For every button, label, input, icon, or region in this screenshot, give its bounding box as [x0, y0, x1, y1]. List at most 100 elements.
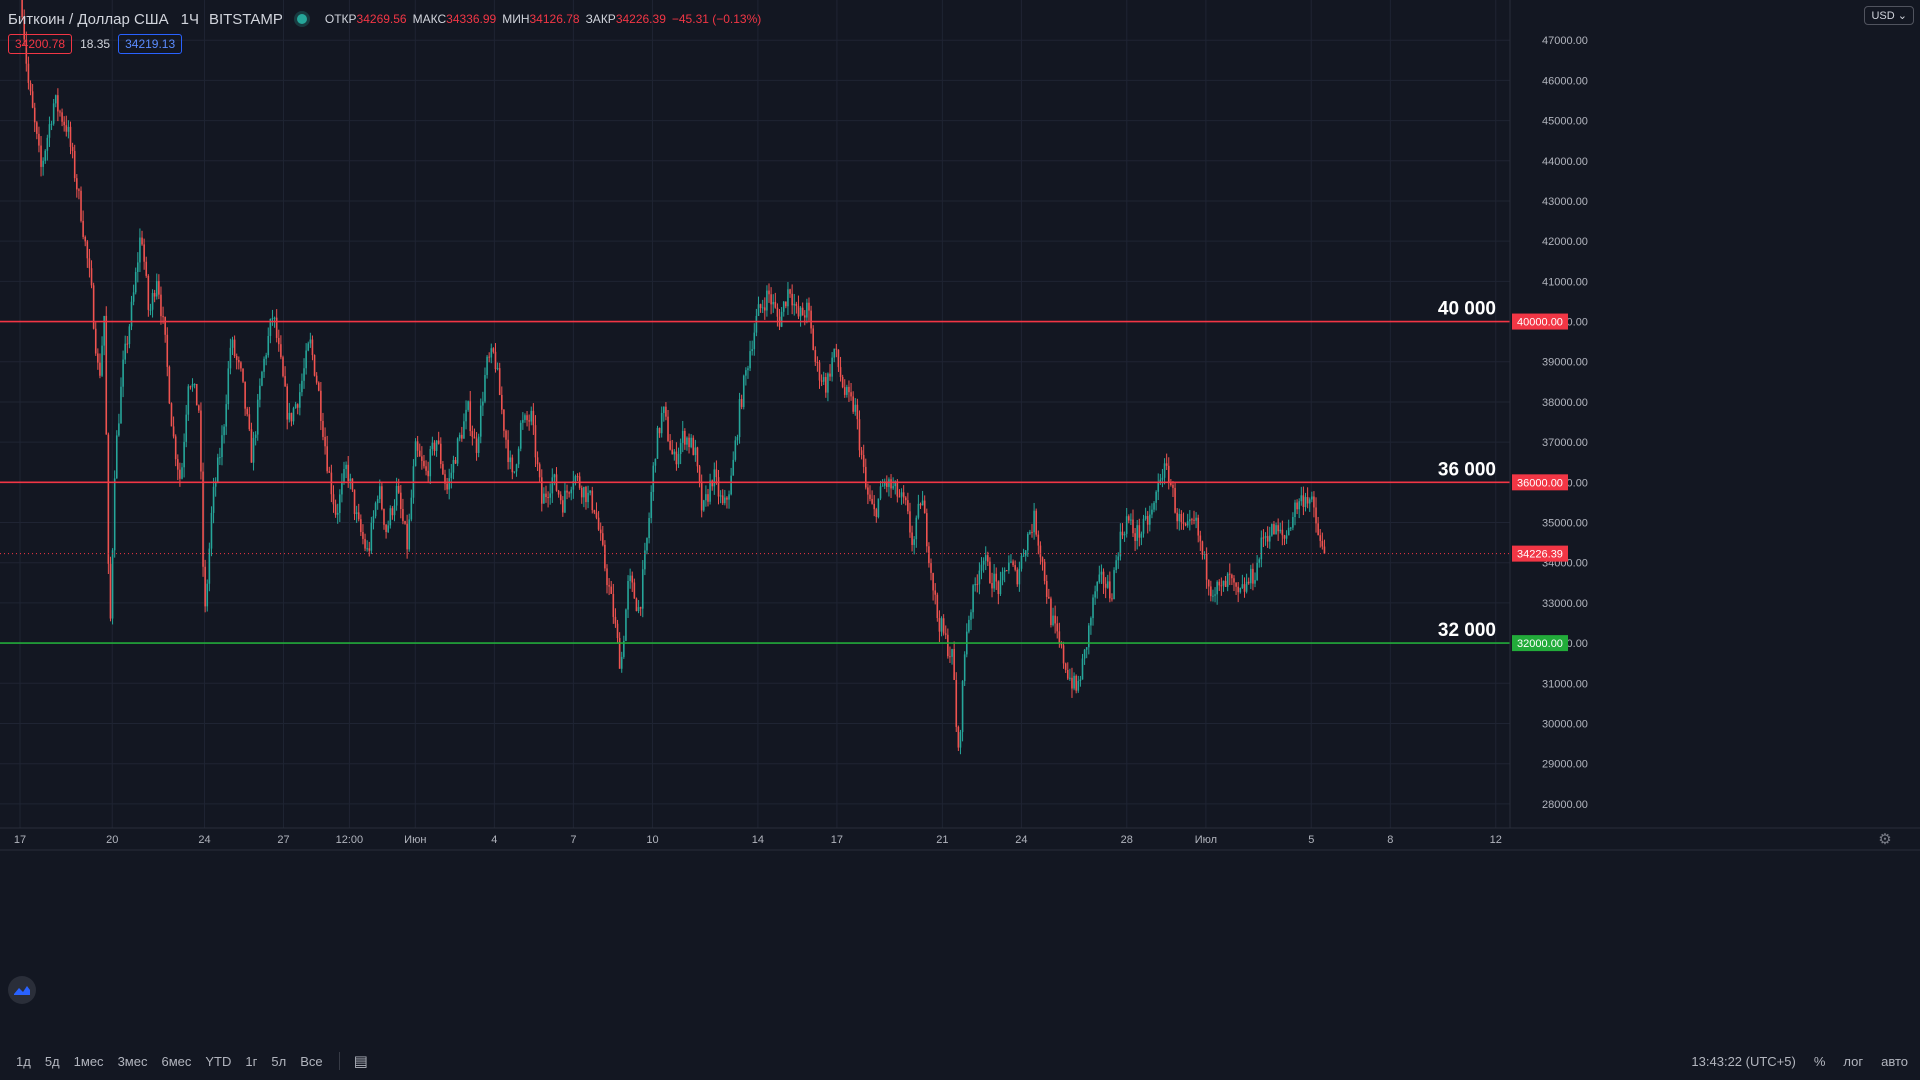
candle-body: [999, 580, 1002, 595]
candle-body: [562, 500, 564, 513]
log-toggle[interactable]: лог: [1843, 1053, 1864, 1069]
timeframe-5d[interactable]: 5д: [44, 1053, 60, 1069]
currency-select[interactable]: USD ⌄: [1864, 6, 1914, 25]
candle-body: [886, 481, 888, 487]
candle-body: [522, 419, 524, 423]
candle-body: [591, 490, 594, 511]
candle-body: [858, 419, 861, 451]
candle-body: [530, 410, 533, 422]
candle-body: [1231, 574, 1233, 579]
auto-toggle[interactable]: авто: [1881, 1053, 1908, 1069]
candle-body: [818, 362, 821, 381]
candle-body: [646, 538, 648, 551]
candle-body: [48, 124, 51, 138]
candle-body: [639, 607, 642, 609]
candle-body: [231, 339, 234, 348]
candle-body: [854, 404, 857, 412]
candle-body: [1306, 497, 1309, 504]
candle-body: [463, 421, 465, 439]
candle-body: [120, 386, 122, 424]
candle-body: [416, 441, 419, 451]
candle-body: [113, 478, 116, 551]
candle-body: [1205, 553, 1208, 580]
candle-body: [772, 301, 775, 305]
timeframe-6m[interactable]: 6мес: [161, 1053, 192, 1069]
chart-canvas[interactable]: 40 000 36 000 32 000 28000.00 29000.00 30000…: [0, 0, 1920, 1042]
candle-body: [721, 495, 724, 504]
candle-body: [1083, 649, 1086, 659]
market-status-icon[interactable]: [296, 14, 307, 24]
price-axis-panel[interactable]: [1510, 0, 1920, 1042]
timeframe-1d[interactable]: 1д: [16, 1053, 31, 1069]
candle-body: [1165, 463, 1168, 466]
timeframe-ytd[interactable]: YTD: [205, 1053, 232, 1069]
candle-body: [673, 451, 676, 455]
timeframe-3m[interactable]: 3мес: [117, 1053, 148, 1069]
candle-body: [627, 580, 629, 610]
candle-body: [540, 477, 543, 504]
candle-body: [583, 486, 585, 498]
candle-body: [446, 483, 448, 490]
candle-body: [757, 304, 760, 316]
buy-button[interactable]: 34219.13: [118, 34, 183, 54]
candle-body: [88, 258, 91, 269]
candle-body: [793, 303, 796, 306]
candle-body: [378, 486, 381, 500]
candle-body: [498, 368, 501, 396]
candle-body: [273, 317, 276, 319]
candle-body: [387, 525, 389, 532]
candle-body: [219, 457, 221, 459]
candle-body: [871, 498, 873, 504]
candle-body: [122, 359, 124, 387]
candle-body: [982, 560, 985, 565]
candle-body: [50, 123, 53, 125]
candle-body: [1153, 502, 1155, 510]
interval-label[interactable]: 1Ч: [180, 10, 199, 28]
gear-icon[interactable]: ⚙: [1878, 831, 1891, 848]
candle-body: [1199, 535, 1202, 542]
clock[interactable]: 13:43:22 (UTC+5): [1691, 1053, 1796, 1069]
candle-body: [980, 564, 983, 571]
timeframe-5y[interactable]: 5л: [271, 1053, 287, 1069]
candle-body: [898, 496, 901, 498]
candle-body: [69, 126, 72, 147]
candle-body: [1052, 615, 1054, 626]
candle-body: [799, 307, 802, 317]
candle-body: [143, 244, 145, 262]
percent-toggle[interactable]: %: [1813, 1053, 1826, 1069]
candle-body: [961, 681, 964, 733]
candle-body: [751, 349, 753, 352]
candle-body: [94, 328, 97, 354]
timeframe-1m[interactable]: 1мес: [73, 1053, 104, 1069]
sell-button[interactable]: 34200.78: [8, 34, 73, 54]
tradingview-logo-icon[interactable]: [8, 976, 36, 1004]
candle-body: [309, 339, 312, 344]
symbol-name[interactable]: Биткоин / Доллар США: [8, 10, 169, 28]
timeframe-1y[interactable]: 1г: [245, 1053, 258, 1069]
timeframe-all[interactable]: Все: [300, 1053, 323, 1069]
candle-body: [1104, 583, 1107, 588]
candle-body: [1292, 517, 1294, 528]
candle-body: [376, 499, 379, 504]
candle-body: [355, 512, 358, 515]
calendar-range-icon[interactable]: ▤: [353, 1053, 368, 1070]
candle-body: [311, 339, 314, 356]
candle-body: [191, 384, 194, 387]
candle-body: [1106, 581, 1109, 588]
candle-body: [183, 441, 185, 468]
candle-body: [27, 63, 30, 83]
last-price-label: 34226.39: [1517, 549, 1563, 561]
candle-body: [564, 490, 566, 513]
candle-body: [265, 355, 267, 359]
candle-body: [492, 348, 495, 352]
horizontal-levels[interactable]: 40 000 36 000 32 000: [0, 299, 1510, 644]
candle-body: [839, 367, 842, 378]
candle-body: [439, 443, 442, 465]
candle-body: [1003, 570, 1006, 573]
candle-body: [456, 438, 459, 464]
x-tick-label: 5: [1308, 834, 1314, 846]
candle-body: [1149, 514, 1151, 525]
x-tick-label: 14: [752, 834, 764, 846]
candle-body: [99, 362, 101, 376]
